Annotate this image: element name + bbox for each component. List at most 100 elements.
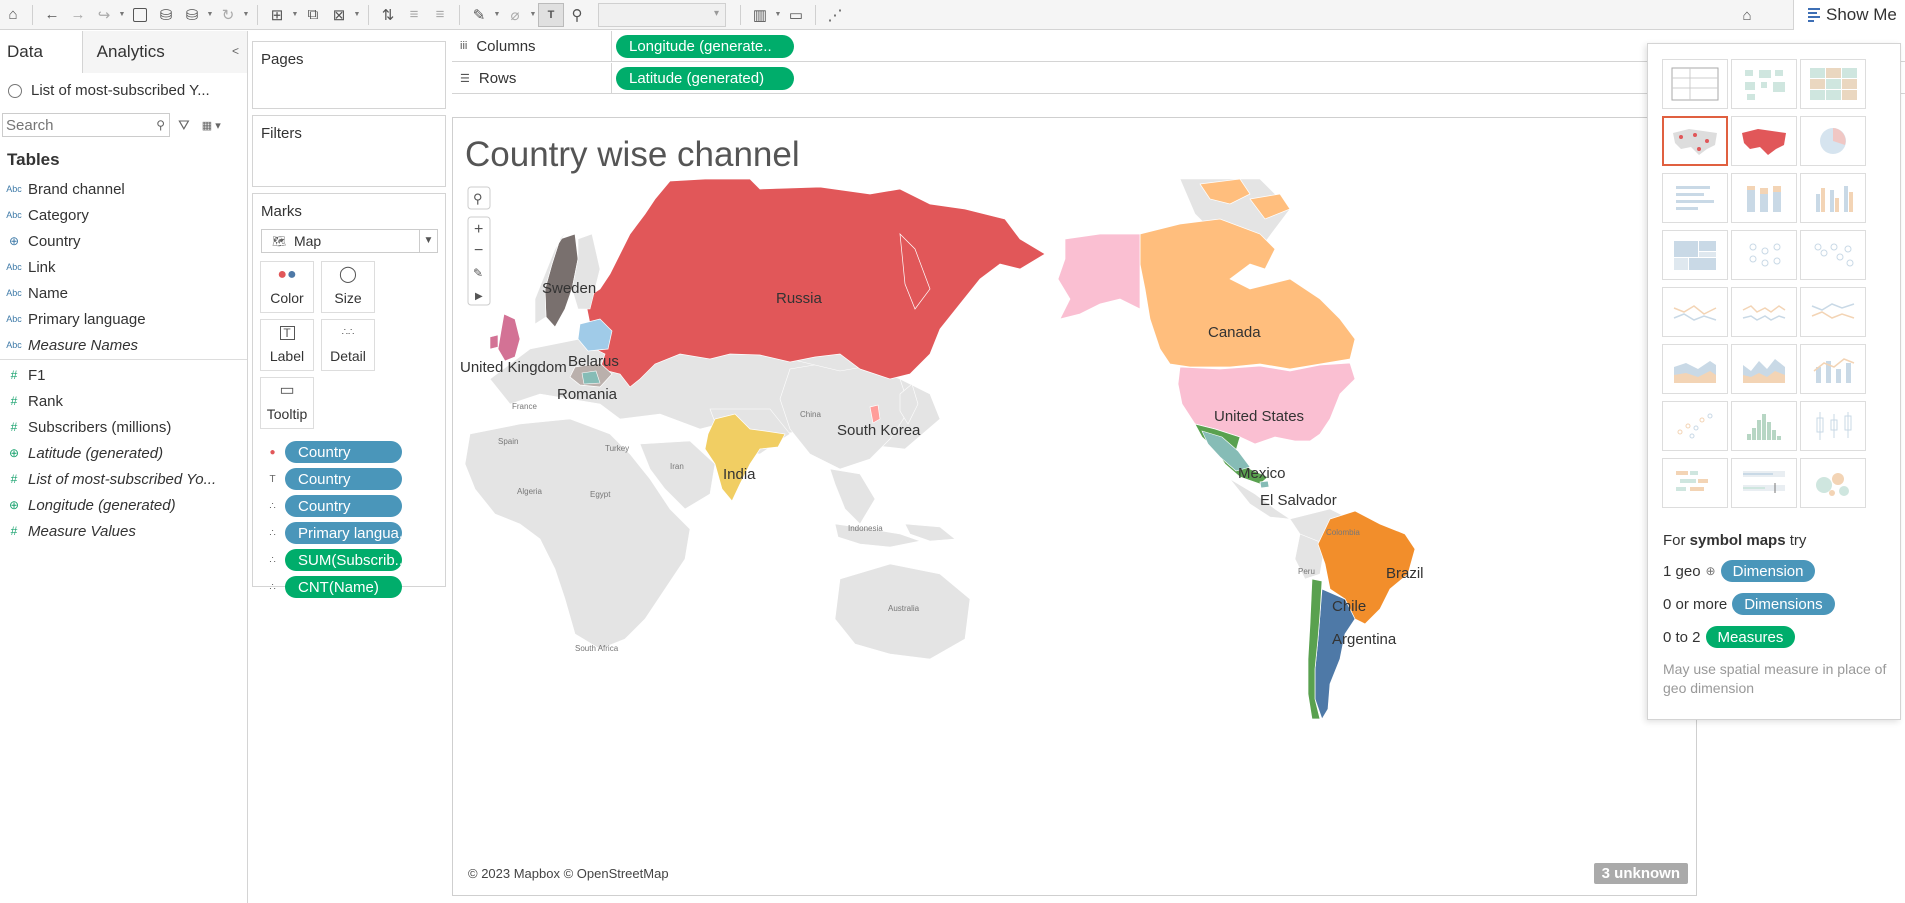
highlight-dropdown-icon[interactable]: ▼ xyxy=(493,11,501,18)
tab-data[interactable]: Data xyxy=(0,31,83,73)
group-icon[interactable]: ⌀ xyxy=(510,6,520,24)
dual-combination-thumbnail[interactable] xyxy=(1800,344,1866,394)
filled-map-thumbnail[interactable] xyxy=(1731,116,1797,166)
zoom-in-icon[interactable]: + xyxy=(474,221,483,238)
map-attribution[interactable]: © 2023 Mapbox © OpenStreetMap xyxy=(468,866,669,881)
filters-card[interactable]: Filters xyxy=(252,115,446,187)
detail-button[interactable]: ∴∴ Detail xyxy=(321,319,375,371)
refresh-icon[interactable]: ↻ xyxy=(221,6,235,24)
field-latitude-generated[interactable]: ⊕ Latitude (generated) xyxy=(0,440,247,466)
lines-discrete-thumbnail[interactable] xyxy=(1731,287,1797,337)
fix-axes-icon[interactable]: ⚲ xyxy=(571,6,583,24)
group-dropdown-icon[interactable]: ▼ xyxy=(529,11,537,18)
replay-dropdown-icon[interactable]: ▼ xyxy=(118,11,126,18)
show-mark-labels-icon[interactable]: T xyxy=(538,2,564,27)
side-by-side-bars-thumbnail[interactable] xyxy=(1800,173,1866,223)
refresh-dropdown-icon[interactable]: ▼ xyxy=(242,11,250,18)
map[interactable]: ⚲ + − ✎ ▶ France Spain Algeria Egypt Tur… xyxy=(460,179,1692,889)
clear-sheet-icon[interactable]: ⊠ xyxy=(332,6,346,24)
mark-type-dropdown[interactable]: 🗺 Map ▼ xyxy=(261,229,438,253)
new-datasource-icon[interactable]: ⛁ xyxy=(159,6,173,24)
horizontal-bars-thumbnail[interactable] xyxy=(1662,173,1728,223)
scatter-plot-thumbnail[interactable] xyxy=(1662,401,1728,451)
country-russia[interactable] xyxy=(584,179,1046,388)
replay-icon[interactable]: ↪ xyxy=(97,6,111,24)
country-united-states-alaska[interactable] xyxy=(1057,233,1141,320)
highlight-table-thumbnail[interactable] xyxy=(1800,59,1866,109)
rows-pill[interactable]: Latitude (generated) xyxy=(616,66,794,90)
pin-icon[interactable]: ✎ xyxy=(473,266,483,280)
size-button[interactable]: ◯ Size xyxy=(321,261,375,313)
packed-bubbles-thumbnail[interactable] xyxy=(1800,458,1866,508)
marks-pill[interactable]: Country xyxy=(285,441,402,463)
field-rank[interactable]: # Rank xyxy=(0,388,247,414)
clear-dropdown-icon[interactable]: ▼ xyxy=(353,11,361,18)
sort-ascending-icon[interactable]: ≡ xyxy=(409,6,419,23)
pause-dropdown-icon[interactable]: ▼ xyxy=(206,11,214,18)
map-search-button[interactable] xyxy=(467,186,491,210)
country-united-kingdom[interactable] xyxy=(497,313,521,362)
country-canada[interactable] xyxy=(1139,179,1356,370)
circle-views-thumbnail[interactable] xyxy=(1731,230,1797,280)
field-measure-values[interactable]: # Measure Values xyxy=(0,518,247,544)
field-f1[interactable]: # F1 xyxy=(0,362,247,388)
box-and-whisker-thumbnail[interactable] xyxy=(1800,401,1866,451)
show-me-button[interactable]: Show Me xyxy=(1793,0,1905,30)
new-worksheet-icon[interactable]: ⊞ xyxy=(270,6,284,24)
gantt-chart-thumbnail[interactable] xyxy=(1662,458,1728,508)
tab-analytics[interactable]: Analytics < xyxy=(82,31,247,73)
label-button[interactable]: T Label xyxy=(260,319,314,371)
country-el-salvador[interactable] xyxy=(1259,480,1270,489)
field-link[interactable]: Abc Link xyxy=(0,254,247,280)
undo-icon[interactable]: ← xyxy=(44,6,60,23)
swap-rows-columns-icon[interactable]: ⇅ xyxy=(381,6,395,24)
datasource-item[interactable]: List of most-subscribed Y... xyxy=(0,73,247,108)
marks-pill[interactable]: Country xyxy=(285,468,402,490)
play-icon[interactable]: ▶ xyxy=(475,291,483,302)
country-india[interactable] xyxy=(704,413,786,502)
field-country[interactable]: ⊕ Country xyxy=(0,228,247,254)
save-icon[interactable] xyxy=(127,3,153,27)
tooltip-button[interactable]: ▭ Tooltip xyxy=(260,377,314,429)
country-brazil[interactable] xyxy=(1317,510,1416,625)
highlight-icon[interactable]: ✎ xyxy=(472,6,486,24)
field-primary-language[interactable]: Abc Primary language xyxy=(0,306,247,332)
field-name[interactable]: Abc Name xyxy=(0,280,247,306)
pie-chart-thumbnail[interactable] xyxy=(1800,116,1866,166)
view-options-icon[interactable]: ▦ ▾ xyxy=(201,119,221,132)
marks-pill[interactable]: Country xyxy=(285,495,402,517)
heat-map-thumbnail[interactable] xyxy=(1731,59,1797,109)
lines-continuous-thumbnail[interactable] xyxy=(1662,287,1728,337)
cards-dropdown-icon[interactable]: ▼ xyxy=(774,11,782,18)
stacked-bars-thumbnail[interactable] xyxy=(1731,173,1797,223)
pause-updates-icon[interactable]: ⛁ xyxy=(185,6,199,24)
collapse-pane-icon[interactable]: < xyxy=(231,44,239,58)
zoom-controls[interactable] xyxy=(467,216,491,306)
redo-icon[interactable]: → xyxy=(70,6,86,23)
bullet-graph-thumbnail[interactable] xyxy=(1731,458,1797,508)
format-brush-icon[interactable]: ⌂ xyxy=(1742,6,1752,24)
search-input[interactable] xyxy=(6,116,146,134)
duplicate-sheet-icon[interactable]: ⧉ xyxy=(307,6,319,23)
share-icon[interactable]: ⋰ xyxy=(827,6,843,24)
zoom-out-icon[interactable]: − xyxy=(474,242,483,259)
color-button[interactable]: ●● Color xyxy=(260,261,314,313)
treemap-thumbnail[interactable] xyxy=(1662,230,1728,280)
field-longitude-generated[interactable]: ⊕ Longitude (generated) xyxy=(0,492,247,518)
area-discrete-thumbnail[interactable] xyxy=(1731,344,1797,394)
columns-pill[interactable]: Longitude (generate.. xyxy=(616,34,794,58)
new-worksheet-dropdown-icon[interactable]: ▼ xyxy=(291,11,299,18)
field-category[interactable]: Abc Category xyxy=(0,202,247,228)
side-by-side-circles-thumbnail[interactable] xyxy=(1800,230,1866,280)
area-continuous-thumbnail[interactable] xyxy=(1662,344,1728,394)
presentation-mode-icon[interactable]: ▭ xyxy=(788,6,804,24)
marks-pill[interactable]: SUM(Subscrib.. xyxy=(285,549,402,571)
marks-pill[interactable]: Primary langua.. xyxy=(285,522,402,544)
show-cards-icon[interactable]: ▥ xyxy=(752,6,768,24)
sort-descending-icon[interactable]: ≡ xyxy=(435,6,445,23)
dual-lines-thumbnail[interactable] xyxy=(1800,287,1866,337)
filter-fields-icon[interactable]: ⛛ xyxy=(178,116,190,133)
field-measure-names[interactable]: Abc Measure Names xyxy=(0,332,247,358)
histogram-thumbnail[interactable] xyxy=(1731,401,1797,451)
marks-pill[interactable]: CNT(Name) xyxy=(285,576,402,598)
